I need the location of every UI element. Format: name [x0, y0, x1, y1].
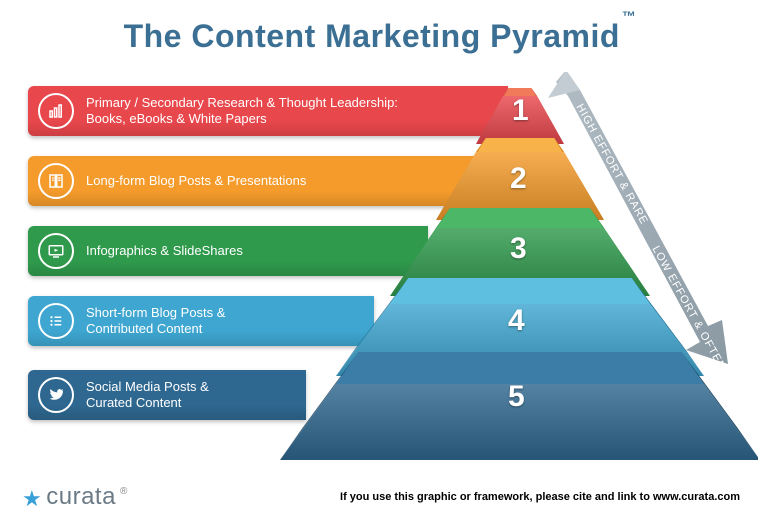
page-title: The Content Marketing Pyramid™ [0, 0, 758, 55]
credit-text: If you use this graphic or framework, pl… [340, 491, 740, 503]
effort-arrow: HIGH EFFORT & RARE LOW EFFORT & OFTEN [28, 72, 728, 452]
star-icon: ★ [22, 486, 42, 512]
footer: ★ curata ® If you use this graphic or fra… [0, 481, 758, 519]
title-text: The Content Marketing Pyramid [124, 18, 620, 54]
pyramid-stage: HIGH EFFORT & RARE LOW EFFORT & OFTEN Pr… [28, 72, 728, 482]
logo-text: curata [46, 483, 116, 511]
logo-reg: ® [120, 486, 128, 497]
logo: ★ curata ® [22, 483, 128, 511]
title-tm: ™ [622, 8, 637, 24]
